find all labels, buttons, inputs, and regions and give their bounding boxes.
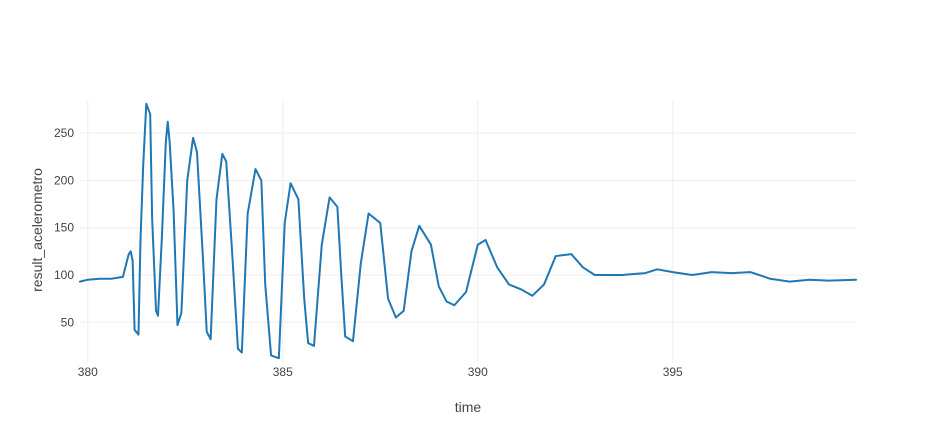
y-axis-title: result_acelerometro xyxy=(29,168,45,292)
y-tick-label: 200 xyxy=(54,173,74,187)
x-tick-label: 395 xyxy=(663,365,683,379)
y-tick-label: 50 xyxy=(61,315,75,329)
y-tick-label: 250 xyxy=(54,126,74,140)
x-tick-label: 380 xyxy=(78,365,98,379)
x-tick-label: 390 xyxy=(468,365,488,379)
gridlines xyxy=(80,100,856,362)
x-tick-label: 385 xyxy=(273,365,293,379)
x-axis-title: time xyxy=(455,399,482,415)
acceleration-line xyxy=(79,102,857,360)
tick-labels: 380 385 390 395 50 100 150 200 250 xyxy=(54,126,683,379)
y-tick-label: 100 xyxy=(54,268,74,282)
y-tick-label: 150 xyxy=(54,221,74,235)
